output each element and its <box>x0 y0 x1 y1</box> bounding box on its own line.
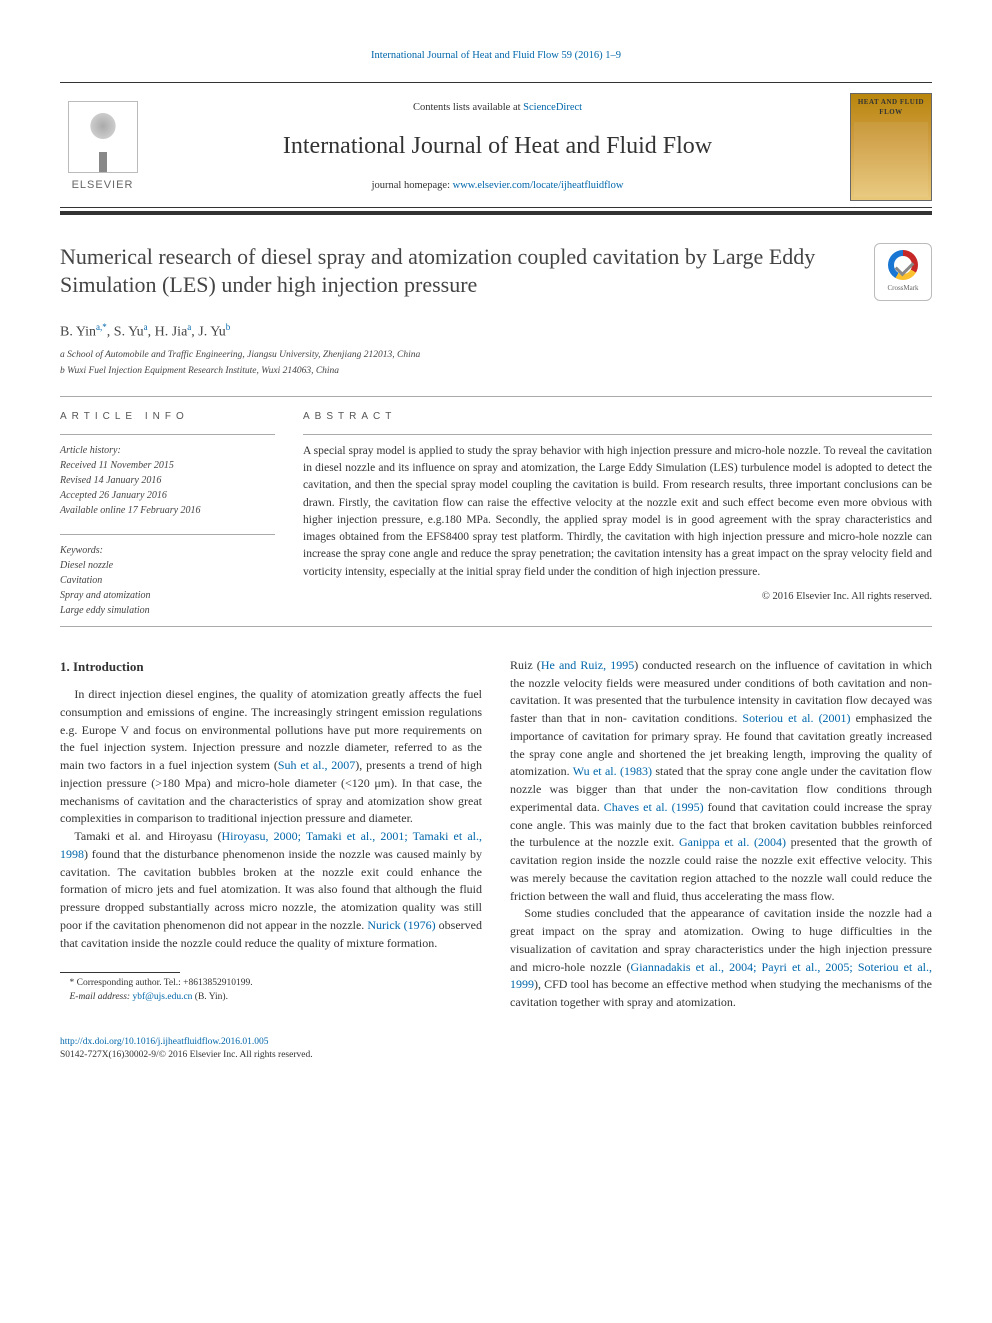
page-footer: http://dx.doi.org/10.1016/j.ijheatfluidf… <box>60 1036 932 1063</box>
article-title: Numerical research of diesel spray and a… <box>60 243 856 300</box>
keyword-3: Spray and atomization <box>60 588 275 603</box>
citation-link[interactable]: International Journal of Heat and Fluid … <box>371 50 621 61</box>
affiliation-a: a School of Automobile and Traffic Engin… <box>60 348 932 362</box>
abstract-sub-rule <box>303 434 932 435</box>
ref-nurick-1976[interactable]: Nurick (1976) <box>367 918 435 932</box>
sciencedirect-link[interactable]: ScienceDirect <box>523 102 582 113</box>
article-history: Article history: Received 11 November 20… <box>60 443 275 518</box>
abstract-heading: ABSTRACT <box>303 409 932 424</box>
footnote-rule <box>60 972 180 973</box>
abstract-bottom-rule <box>60 626 932 627</box>
info-sub-rule <box>60 434 275 435</box>
history-received: Received 11 November 2015 <box>60 458 275 473</box>
contents-prefix: Contents lists available at <box>413 102 523 113</box>
masthead-rule-thin <box>60 207 932 208</box>
intro-p4: Some studies concluded that the appearan… <box>510 905 932 1012</box>
homepage-prefix: journal homepage: <box>372 180 453 191</box>
p3-a: Ruiz ( <box>510 658 541 672</box>
homepage-line: journal homepage: www.elsevier.com/locat… <box>163 178 832 194</box>
ref-soteriou-2001[interactable]: Soteriou et al. (2001) <box>742 711 850 725</box>
journal-name: International Journal of Heat and Fluid … <box>163 128 832 164</box>
keyword-4: Large eddy simulation <box>60 603 275 618</box>
intro-p3: Ruiz (He and Ruiz, 1995) conducted resea… <box>510 657 932 906</box>
crossmark-icon <box>888 250 918 280</box>
intro-p1: In direct injection diesel engines, the … <box>60 686 482 828</box>
masthead-rule-thick <box>60 211 932 215</box>
affiliations: a School of Automobile and Traffic Engin… <box>60 348 932 378</box>
intro-p2: Tamaki et al. and Hiroyasu (Hiroyasu, 20… <box>60 828 482 952</box>
body-column-left: 1. Introduction In direct injection dies… <box>60 657 482 1012</box>
citation-header: International Journal of Heat and Fluid … <box>60 48 932 64</box>
email-suffix: (B. Yin). <box>192 992 228 1002</box>
corresponding-author: * Corresponding author. Tel.: +861385291… <box>60 977 482 990</box>
cover-title: HEAT AND FLUID FLOW <box>854 97 928 118</box>
publisher-name: ELSEVIER <box>72 177 134 194</box>
journal-cover-icon: HEAT AND FLUID FLOW <box>850 93 932 201</box>
p2-a: Tamaki et al. and Hiroyasu ( <box>74 829 221 843</box>
issn-copyright: S0142-727X(16)30002-9/© 2016 Elsevier In… <box>60 1050 313 1060</box>
info-top-rule <box>60 396 932 397</box>
article-info-heading: ARTICLE INFO <box>60 409 275 424</box>
affiliation-b: b Wuxi Fuel Injection Equipment Research… <box>60 364 932 378</box>
history-online: Available online 17 February 2016 <box>60 503 275 518</box>
ref-ganippa-2004[interactable]: Ganippa et al. (2004) <box>679 835 786 849</box>
crossmark-label: CrossMark <box>887 283 918 294</box>
p4-b: ), CFD tool has become an effective meth… <box>510 977 932 1009</box>
body-column-right: Ruiz (He and Ruiz, 1995) conducted resea… <box>510 657 932 1012</box>
ref-chaves-1995[interactable]: Chaves et al. (1995) <box>604 800 704 814</box>
history-revised: Revised 14 January 2016 <box>60 473 275 488</box>
email-label: E-mail address: <box>70 992 133 1002</box>
ref-he-ruiz-1995[interactable]: He and Ruiz, 1995 <box>541 658 634 672</box>
footnote-block: * Corresponding author. Tel.: +861385291… <box>60 977 482 1004</box>
doi-link[interactable]: http://dx.doi.org/10.1016/j.ijheatfluidf… <box>60 1037 268 1047</box>
keywords-block: Keywords: Diesel nozzle Cavitation Spray… <box>60 543 275 618</box>
crossmark-badge[interactable]: CrossMark <box>874 243 932 301</box>
kw-rule <box>60 534 275 535</box>
keywords-label: Keywords: <box>60 543 275 558</box>
history-label: Article history: <box>60 443 275 458</box>
keyword-2: Cavitation <box>60 573 275 588</box>
publisher-logo: ELSEVIER <box>60 99 145 194</box>
abstract-text: A special spray model is applied to stud… <box>303 443 932 581</box>
contents-line: Contents lists available at ScienceDirec… <box>163 100 832 116</box>
ref-suh-2007[interactable]: Suh et al., 2007 <box>278 758 355 772</box>
intro-heading: 1. Introduction <box>60 657 482 676</box>
homepage-link[interactable]: www.elsevier.com/locate/ijheatfluidflow <box>453 180 624 191</box>
authors-line: B. Yina,*, S. Yua, H. Jiaa, J. Yub <box>60 321 932 343</box>
elsevier-tree-icon <box>68 101 138 173</box>
masthead: ELSEVIER Contents lists available at Sci… <box>60 83 932 207</box>
keyword-1: Diesel nozzle <box>60 558 275 573</box>
abstract-copyright: © 2016 Elsevier Inc. All rights reserved… <box>303 589 932 605</box>
corresponding-email-link[interactable]: ybf@ujs.edu.cn <box>132 992 192 1002</box>
masthead-center: Contents lists available at ScienceDirec… <box>163 100 832 194</box>
history-accepted: Accepted 26 January 2016 <box>60 488 275 503</box>
ref-wu-1983[interactable]: Wu et al. (1983) <box>573 764 652 778</box>
